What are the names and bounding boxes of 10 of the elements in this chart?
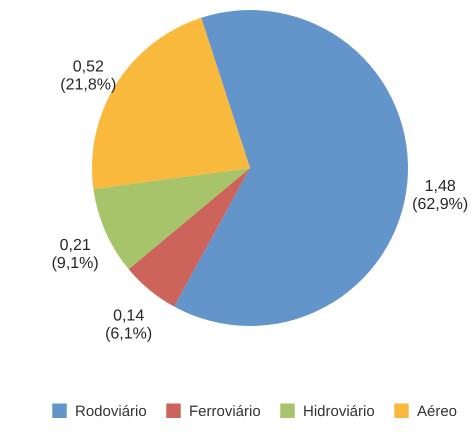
data-label: 0,14 (6,1%) bbox=[105, 307, 152, 342]
data-label: 0,21 (9,1%) bbox=[52, 236, 99, 272]
legend-label: Ferroviário bbox=[189, 402, 261, 420]
data-label: 1,48 (62,9%) bbox=[412, 178, 468, 213]
legend-label: Hidroviário bbox=[303, 402, 375, 420]
data-label: 0,52 (21,8%) bbox=[60, 58, 116, 94]
legend-label: Rodoviário bbox=[75, 402, 147, 420]
pie-slice bbox=[128, 168, 250, 307]
legend-label: Aéreo bbox=[417, 402, 458, 420]
pie-slice bbox=[174, 10, 408, 326]
